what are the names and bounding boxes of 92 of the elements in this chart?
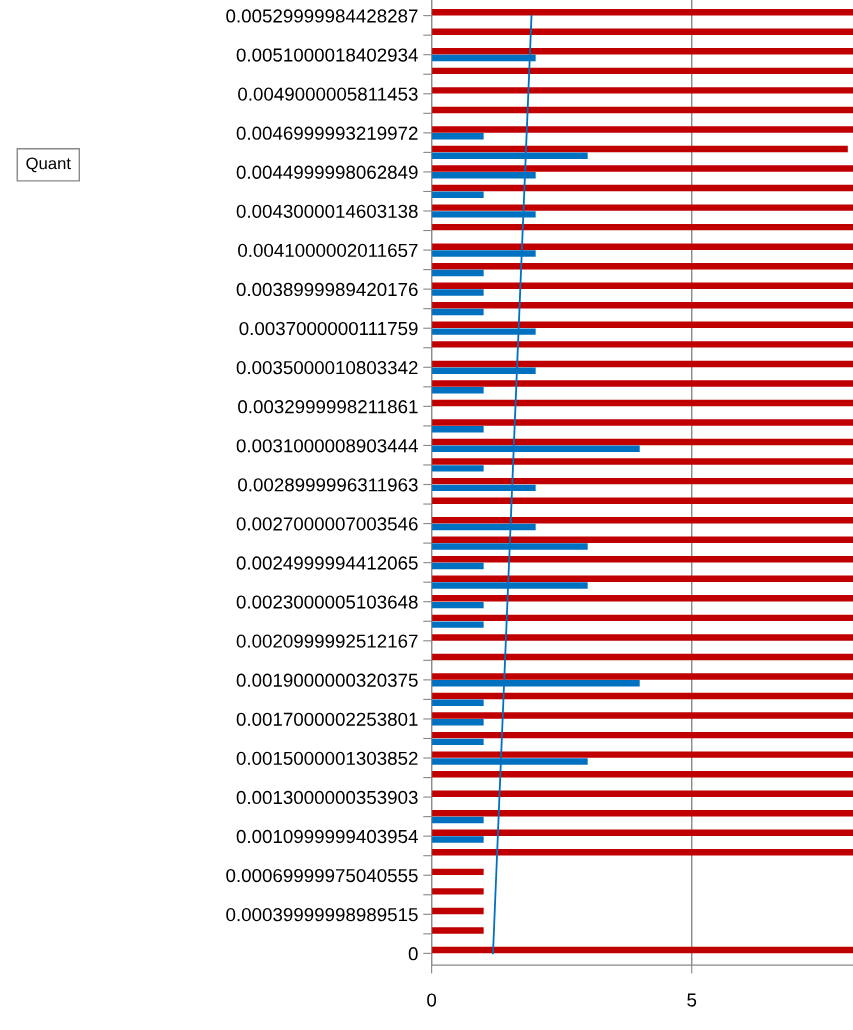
bar xyxy=(431,536,853,543)
bar xyxy=(431,269,484,277)
bar xyxy=(431,302,853,309)
y-tick-label: 0.0051000018402934 xyxy=(236,48,418,62)
bar xyxy=(431,263,853,270)
bar xyxy=(431,204,853,211)
y-tick-label: 0.0020999992512167 xyxy=(236,634,418,648)
bar xyxy=(431,133,484,140)
bar xyxy=(431,48,853,55)
bar xyxy=(431,87,853,94)
bar xyxy=(431,419,853,426)
bar xyxy=(431,738,484,746)
y-tick-label: 0 xyxy=(408,947,418,961)
bar xyxy=(431,308,484,316)
bar xyxy=(431,458,853,465)
bar xyxy=(431,673,853,680)
bar xyxy=(431,165,853,172)
bar xyxy=(431,380,853,387)
bar xyxy=(431,562,484,570)
bar xyxy=(431,927,484,934)
bar xyxy=(431,836,484,843)
bar xyxy=(431,341,853,348)
bar xyxy=(431,790,853,797)
bar xyxy=(431,829,853,837)
bar xyxy=(431,816,484,824)
y-tick-label: 0.0015000001303852 xyxy=(236,751,418,765)
bar xyxy=(431,849,853,856)
bar xyxy=(431,9,853,16)
y-tick-label: 0.0017000002253801 xyxy=(236,712,418,726)
bar xyxy=(431,282,853,289)
bar xyxy=(431,497,853,504)
y-tick-label: 0.0027000007003546 xyxy=(236,517,418,531)
x-tick-label: 5 xyxy=(687,993,697,1007)
y-tick-label: 0.00529999984428287 xyxy=(226,9,418,23)
bar xyxy=(431,770,853,778)
y-tick-label: 0.0028999996311963 xyxy=(238,478,418,492)
bar xyxy=(431,868,484,876)
bar xyxy=(431,184,853,192)
bar xyxy=(431,438,853,446)
bar xyxy=(431,692,853,700)
bar xyxy=(431,289,484,296)
bar xyxy=(431,145,848,153)
bar xyxy=(431,751,853,758)
y-tick-label: 0.0023000005103648 xyxy=(236,595,418,609)
y-tick-label: 0.0024999994412065 xyxy=(236,556,418,570)
bar xyxy=(431,621,484,628)
bar xyxy=(431,946,853,954)
bar xyxy=(431,601,484,609)
y-tick-label: 0.0035000010803342 xyxy=(236,360,418,375)
y-tick-label: 0.0041000002011657 xyxy=(238,243,418,258)
y-tick-label: 0.0031000008903444 xyxy=(236,439,418,453)
bar xyxy=(431,126,853,133)
bar xyxy=(431,477,853,485)
bar xyxy=(431,595,853,602)
y-tick-label: 0.00039999998989515 xyxy=(226,908,418,922)
y-tick-label: 0.0044999998062849 xyxy=(236,165,418,179)
y-tick-label: 0.0038999989420176 xyxy=(236,282,418,297)
bar xyxy=(431,516,853,524)
bar xyxy=(431,699,484,707)
bar xyxy=(431,223,853,231)
bar xyxy=(431,465,484,472)
bar xyxy=(431,712,853,719)
y-tick-label: 0.0019000000320375 xyxy=(236,673,418,687)
bar xyxy=(431,67,853,75)
bar xyxy=(431,810,853,817)
y-tick-label: 0.0013000000353903 xyxy=(236,790,418,805)
bar xyxy=(431,888,484,895)
bar xyxy=(431,321,853,329)
bar xyxy=(431,556,853,563)
y-tick-label: 0.0049000005811453 xyxy=(238,87,418,101)
bar xyxy=(431,907,484,915)
bar xyxy=(431,360,853,368)
bar xyxy=(431,575,853,583)
bar xyxy=(431,653,853,661)
bar xyxy=(431,386,484,394)
y-tick-label: 0.00069999975040555 xyxy=(226,868,418,883)
y-tick-label: 0.0037000000111759 xyxy=(239,321,418,336)
bar xyxy=(431,634,853,641)
bar xyxy=(431,28,853,35)
y-tick-label: 0.0010999999403954 xyxy=(236,829,418,844)
y-tick-label: 0.0043000014603138 xyxy=(236,204,418,218)
bar xyxy=(431,426,484,433)
bar xyxy=(431,106,853,114)
y-tick-label: 0.0032999998211861 xyxy=(238,400,418,414)
text: Quant xyxy=(26,157,71,173)
bar xyxy=(431,731,853,739)
bar xyxy=(431,243,853,250)
y-tick-label: 0.0046999993219972 xyxy=(236,126,418,140)
bar xyxy=(431,614,853,622)
bar xyxy=(431,191,484,199)
bar xyxy=(431,719,484,726)
bar xyxy=(431,399,853,407)
